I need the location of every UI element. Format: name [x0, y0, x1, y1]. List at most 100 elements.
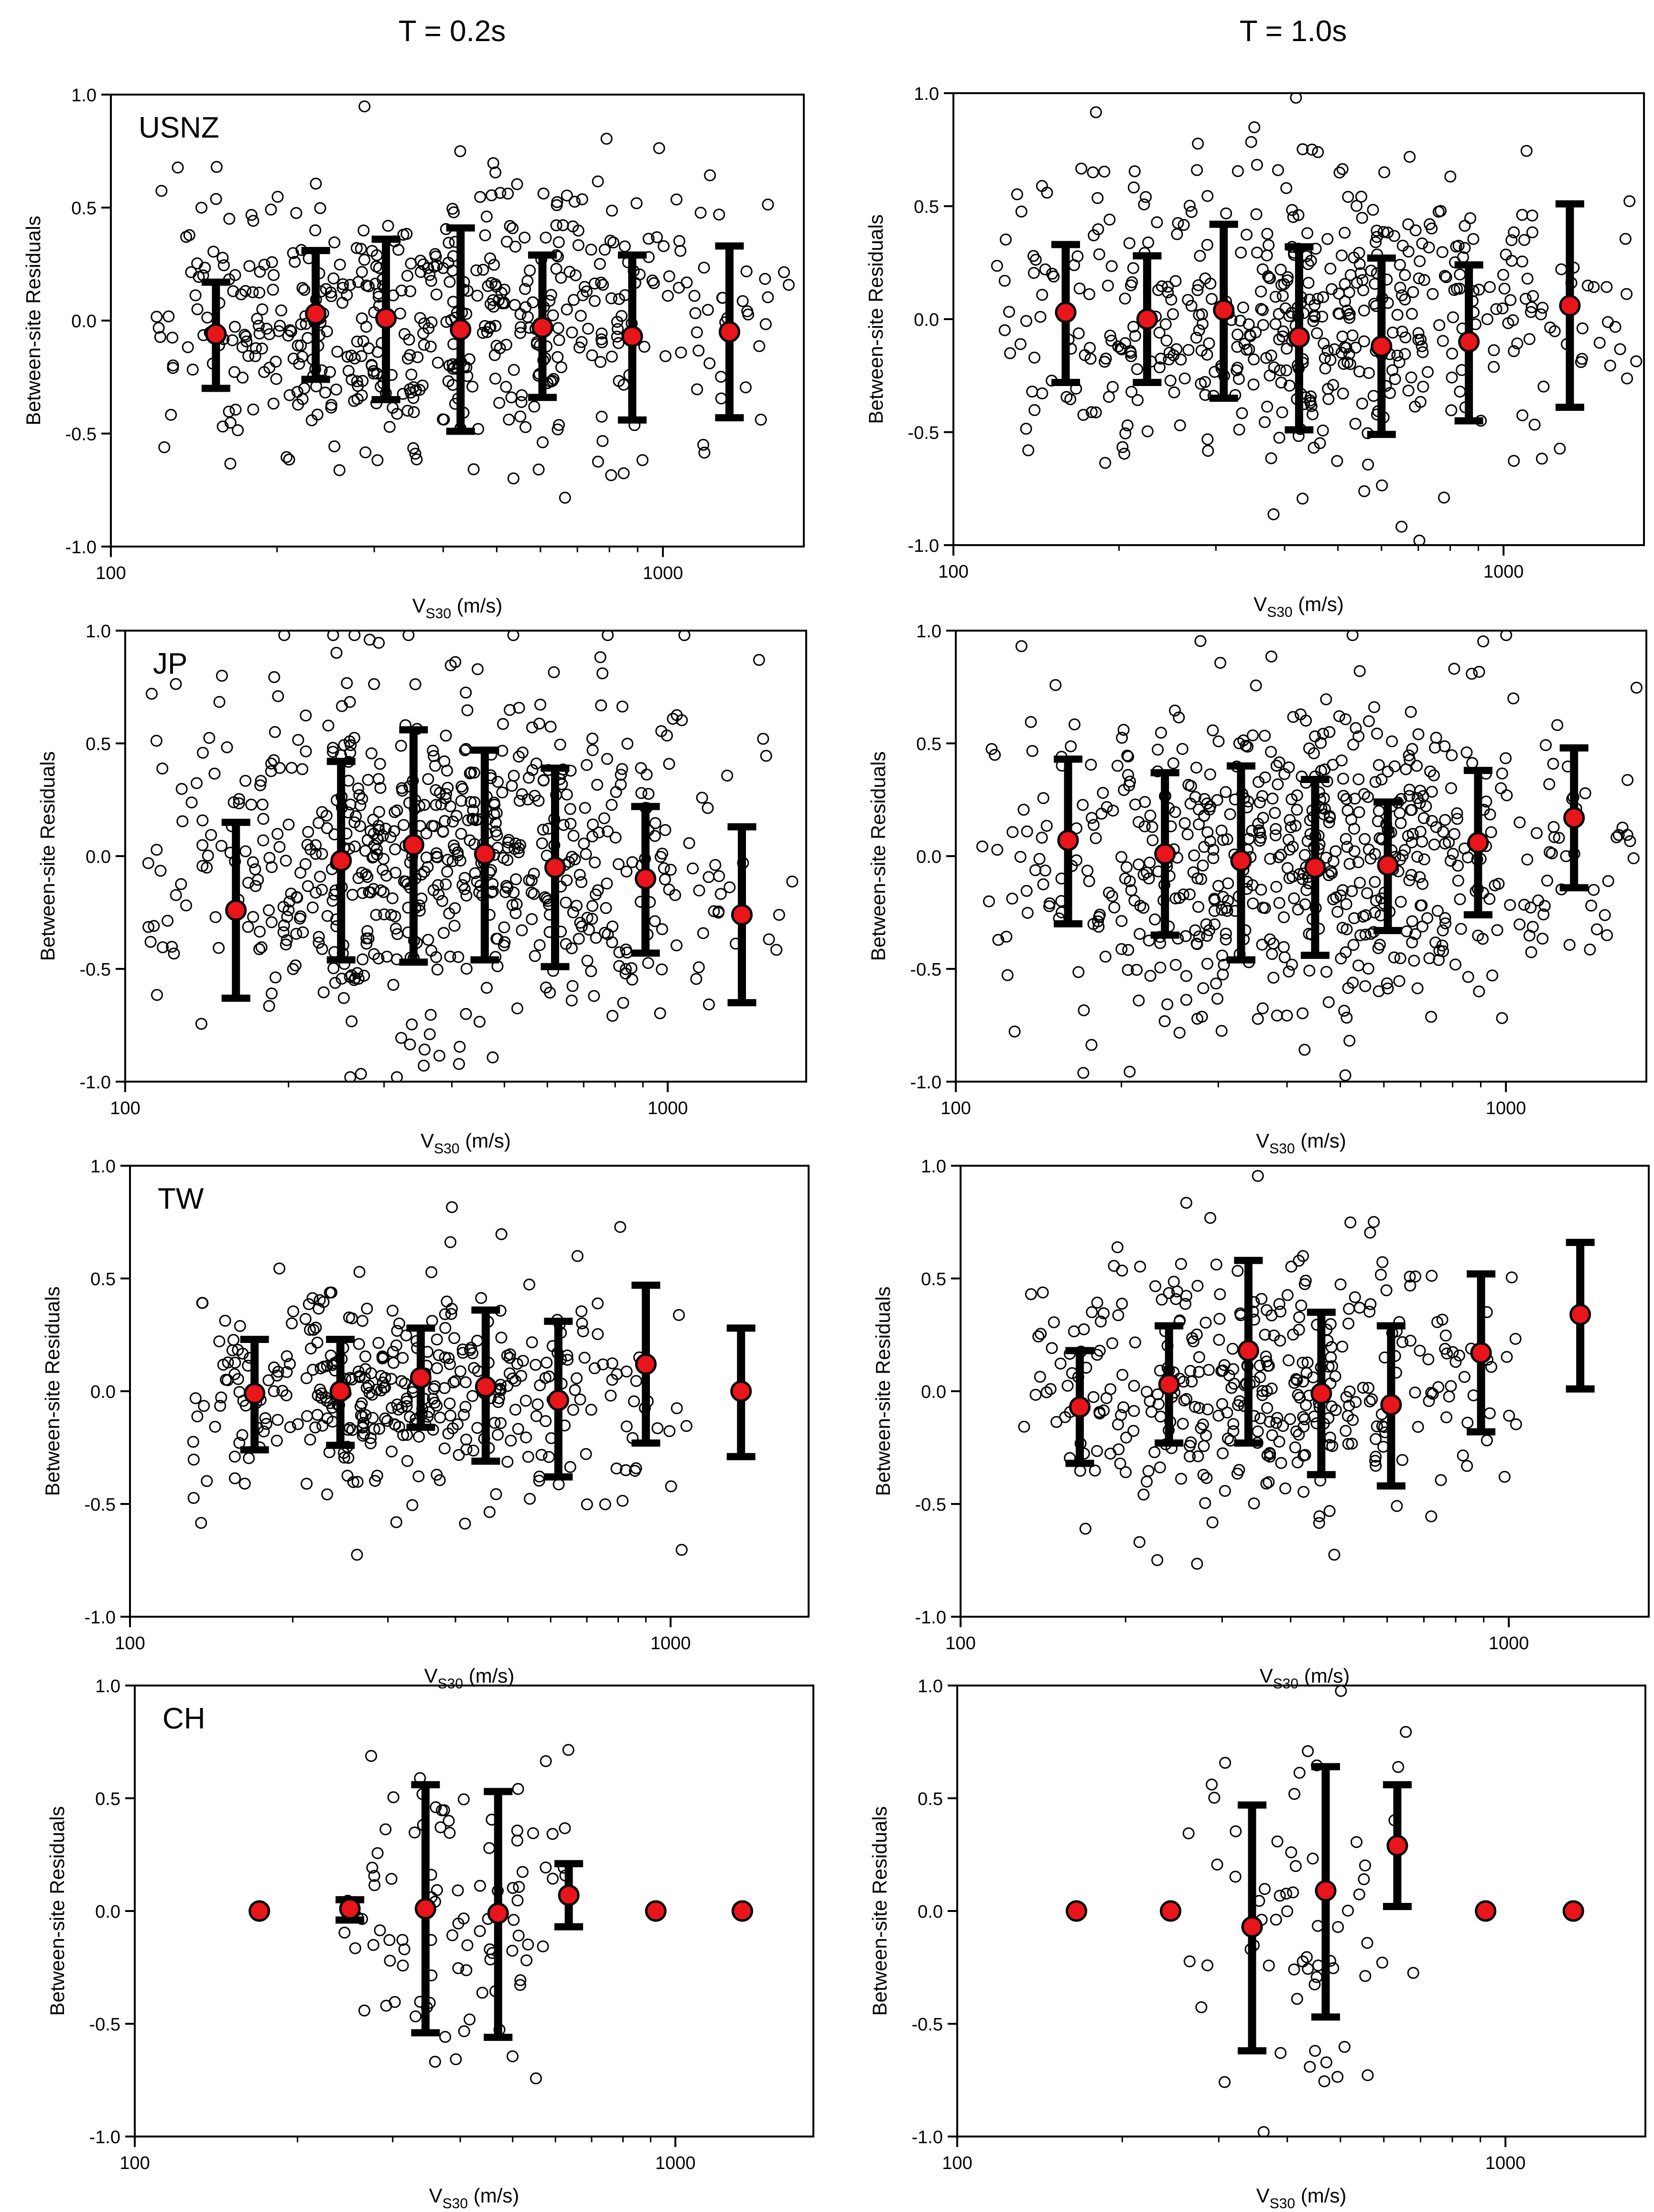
scatter-point	[490, 1488, 502, 1500]
scatter-point	[693, 884, 705, 897]
scatter-point	[1436, 939, 1449, 952]
scatter-point	[566, 326, 578, 339]
bin-mean-marker-0	[244, 1383, 266, 1405]
scatter-point	[1089, 1464, 1101, 1477]
scatter-point	[1000, 931, 1013, 943]
scatter-point	[1266, 793, 1279, 805]
bin-mean-marker-5	[635, 1353, 657, 1375]
scatter-point	[1297, 493, 1309, 505]
scatter-point	[714, 888, 727, 900]
scatter-point	[649, 830, 661, 842]
scatter-points	[1182, 1686, 1419, 2137]
scatter-point	[1165, 293, 1178, 306]
scatter-point	[1194, 635, 1207, 647]
scatter-point	[479, 229, 491, 241]
scatter-point	[1258, 1883, 1271, 1895]
scatter-point	[1367, 204, 1379, 216]
scatter-point	[1312, 1920, 1324, 1932]
bin-mean-marker-1	[330, 849, 352, 871]
scatter-point	[1407, 286, 1419, 298]
scatter-point	[1439, 912, 1451, 924]
scatter-point	[773, 909, 785, 921]
scatter-point	[1275, 1457, 1287, 1469]
scatter-point	[1277, 941, 1290, 953]
scatter-point	[1006, 826, 1019, 838]
scatter-point	[1359, 1970, 1372, 1982]
scatter-point	[1178, 372, 1191, 385]
scatter-point	[1317, 291, 1330, 303]
scatter-point	[604, 235, 616, 247]
scatter-point	[294, 910, 307, 923]
scatter-point	[368, 1423, 380, 1435]
scatter-point	[1255, 303, 1267, 315]
scatter-point	[1144, 970, 1157, 982]
scatter-point	[431, 1333, 443, 1346]
y-tick-label: 0.0	[914, 310, 939, 330]
scatter-point	[389, 923, 402, 935]
scatter-point	[283, 389, 296, 401]
scatter-point	[523, 874, 535, 886]
x-axis-label: VS30 (m/s)	[412, 594, 503, 622]
scatter-point	[1291, 789, 1303, 802]
scatter-point	[374, 782, 387, 794]
scatter-point	[1085, 1039, 1098, 1051]
scatter-point	[1405, 706, 1417, 718]
scatter-point	[1194, 250, 1206, 262]
scatter-point	[1132, 394, 1144, 406]
scatter-point	[431, 850, 443, 863]
scatter-point	[247, 911, 259, 923]
scatter-point	[1508, 455, 1520, 467]
scatter-point	[511, 1358, 523, 1370]
scatter-point	[1340, 1425, 1352, 1437]
scatter-point	[1451, 813, 1463, 825]
scatter-point	[1263, 239, 1275, 251]
scatter-point	[1376, 1256, 1389, 1268]
scatter-point	[590, 932, 602, 944]
scatter-point	[1265, 746, 1277, 758]
region-label: JP	[153, 647, 187, 680]
bin-mean-marker-0	[1057, 829, 1079, 851]
scatter-point	[1274, 1890, 1286, 1902]
scatter-point	[1303, 293, 1316, 306]
y-tick-label: 0.0	[918, 1902, 943, 1922]
scatter-point	[1321, 233, 1334, 245]
scatter-point	[1020, 315, 1032, 327]
scatter-point	[467, 463, 480, 475]
scatter-point	[1163, 1287, 1175, 1299]
scatter-point	[1348, 912, 1361, 924]
scatter-point	[452, 1962, 465, 1975]
scatter-point	[476, 1987, 488, 1999]
scatter-point	[500, 381, 512, 393]
scatter-point	[1197, 1469, 1210, 1481]
scatter-point	[1292, 1389, 1304, 1401]
scatter-point	[628, 1395, 640, 1407]
scatter-point	[1429, 741, 1441, 754]
scatter-point	[263, 904, 275, 916]
scatter-point	[448, 920, 461, 932]
scatter-point	[663, 270, 675, 282]
scatter-point	[278, 919, 290, 932]
scatter-point	[401, 405, 414, 417]
scatter-point	[1095, 807, 1108, 820]
scatter-point	[255, 775, 267, 787]
scatter-point	[474, 1016, 486, 1028]
scatter-point	[452, 1884, 464, 1897]
scatter-point	[1254, 835, 1266, 847]
scatter-point	[260, 322, 273, 335]
scatter-point	[511, 178, 523, 190]
scatter-point	[209, 1420, 221, 1433]
scatter-point	[1320, 851, 1332, 864]
scatter-point	[1518, 899, 1530, 911]
scatter-point	[594, 651, 606, 664]
scatter-point	[351, 967, 364, 979]
scatter-point	[266, 861, 278, 873]
scatter-point	[1438, 492, 1450, 504]
scatter-point	[300, 1372, 313, 1385]
scatter-point	[1488, 344, 1500, 356]
scatter-point	[1256, 790, 1268, 802]
scatter-point	[297, 926, 309, 938]
scatter-point	[543, 1370, 555, 1383]
scatter-point	[307, 1324, 320, 1336]
scatter-point	[453, 1058, 465, 1070]
